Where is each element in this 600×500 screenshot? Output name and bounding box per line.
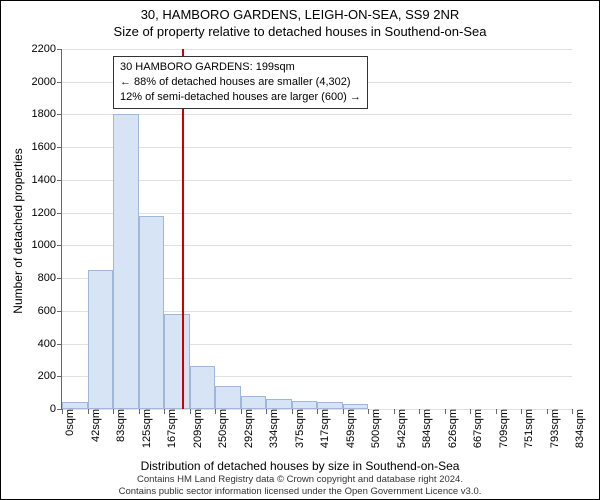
x-tick-label: 751sqm: [517, 409, 535, 448]
x-tick-label: 626sqm: [441, 409, 459, 448]
grid-line: [62, 213, 572, 214]
footer-line-2: Contains public sector information licen…: [1, 486, 599, 497]
annotation-box: 30 HAMBORO GARDENS: 199sqm ← 88% of deta…: [113, 56, 368, 109]
x-tick-label: 500sqm: [364, 409, 382, 448]
x-tick-label: 667sqm: [466, 409, 484, 448]
chart-area: 0200400600800100012001400160018002000220…: [61, 49, 572, 410]
histogram-bar: [241, 396, 267, 409]
title-main: 30, HAMBORO GARDENS, LEIGH-ON-SEA, SS9 2…: [1, 7, 599, 22]
x-tick-label: 584sqm: [415, 409, 433, 448]
y-tick-mark: [57, 180, 62, 181]
grid-line: [62, 49, 572, 50]
annotation-line-3: 12% of semi-detached houses are larger (…: [120, 90, 361, 105]
x-tick-label: 292sqm: [237, 409, 255, 448]
annotation-line-1: 30 HAMBORO GARDENS: 199sqm: [120, 60, 361, 75]
x-tick-label: 250sqm: [211, 409, 229, 448]
histogram-bar: [266, 399, 292, 409]
x-tick-label: 125sqm: [135, 409, 153, 448]
histogram-bar: [113, 114, 139, 409]
x-tick-label: 834sqm: [568, 409, 586, 448]
y-tick-mark: [57, 213, 62, 214]
y-tick-mark: [57, 82, 62, 83]
grid-line: [62, 147, 572, 148]
histogram-bar: [164, 314, 190, 409]
y-tick-mark: [57, 278, 62, 279]
y-tick-mark: [57, 147, 62, 148]
x-tick-label: 209sqm: [186, 409, 204, 448]
grid-line: [62, 114, 572, 115]
y-tick-mark: [57, 344, 62, 345]
x-tick-label: 334sqm: [262, 409, 280, 448]
y-tick-mark: [57, 49, 62, 50]
histogram-bar: [190, 366, 216, 409]
histogram-bar: [292, 401, 318, 409]
x-tick-label: 459sqm: [339, 409, 357, 448]
y-axis-label: Number of detached properties: [11, 148, 25, 313]
y-tick-mark: [57, 376, 62, 377]
footer-line-1: Contains HM Land Registry data © Crown c…: [1, 474, 599, 485]
x-tick-label: 709sqm: [492, 409, 510, 448]
y-tick-mark: [57, 311, 62, 312]
annotation-line-2: ← 88% of detached houses are smaller (4,…: [120, 75, 361, 90]
title-sub: Size of property relative to detached ho…: [1, 24, 599, 39]
histogram-bar: [215, 386, 241, 409]
x-axis-label: Distribution of detached houses by size …: [1, 459, 599, 473]
chart-container: 30, HAMBORO GARDENS, LEIGH-ON-SEA, SS9 2…: [0, 0, 600, 500]
x-tick-label: 0sqm: [58, 409, 76, 436]
x-tick-label: 42sqm: [84, 409, 102, 442]
grid-line: [62, 180, 572, 181]
footer: Contains HM Land Registry data © Crown c…: [1, 474, 599, 497]
y-tick-mark: [57, 245, 62, 246]
histogram-bar: [139, 216, 165, 409]
x-tick-label: 542sqm: [390, 409, 408, 448]
y-tick-mark: [57, 114, 62, 115]
x-tick-label: 793sqm: [543, 409, 561, 448]
histogram-bar: [88, 270, 114, 409]
x-tick-label: 167sqm: [160, 409, 178, 448]
x-tick-label: 375sqm: [288, 409, 306, 448]
x-tick-label: 83sqm: [109, 409, 127, 442]
x-tick-label: 417sqm: [313, 409, 331, 448]
